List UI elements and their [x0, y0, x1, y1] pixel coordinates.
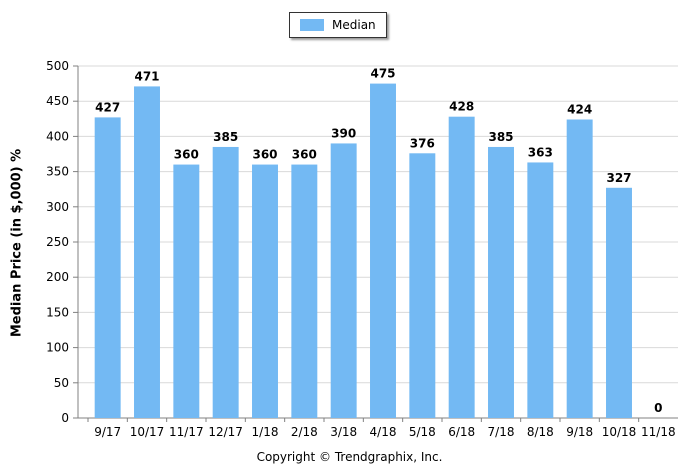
x-tick-label: 7/18	[488, 425, 515, 439]
x-tick-label: 10/18	[602, 425, 637, 439]
y-tick-label: 150	[46, 305, 69, 319]
y-tick-label: 450	[46, 94, 69, 108]
bar	[448, 116, 475, 419]
y-tick-label: 200	[46, 270, 69, 284]
y-tick-label: 250	[46, 235, 69, 249]
y-tick-label: 300	[46, 200, 69, 214]
bar	[409, 153, 436, 418]
x-tick-label: 1/18	[252, 425, 279, 439]
copyright-text: Copyright © Trendgraphix, Inc.	[256, 450, 443, 464]
data-label: 327	[606, 171, 631, 185]
data-label: 376	[410, 136, 435, 150]
x-tick-label: 5/18	[409, 425, 436, 439]
data-label: 424	[567, 103, 592, 117]
data-label: 475	[370, 67, 395, 81]
x-tick-label: 6/18	[448, 425, 475, 439]
bar	[173, 164, 200, 418]
data-label: 385	[213, 130, 238, 144]
y-tick-label: 100	[46, 341, 69, 355]
legend: Median	[289, 12, 387, 38]
data-label: 363	[528, 145, 553, 159]
x-tick-label: 2/18	[291, 425, 318, 439]
y-tick-label: 350	[46, 165, 69, 179]
bar	[94, 117, 121, 418]
bar	[330, 143, 357, 418]
bar	[606, 187, 632, 418]
x-tick-label: 11/18	[641, 425, 676, 439]
y-tick-label: 0	[61, 411, 69, 425]
y-tick-label: 400	[46, 129, 69, 143]
data-label: 428	[449, 100, 474, 114]
legend-label: Median	[332, 18, 376, 32]
bar	[212, 146, 239, 418]
bar	[488, 146, 514, 418]
x-tick-label: 9/18	[566, 425, 593, 439]
bar	[134, 86, 160, 418]
x-tick-label: 12/17	[208, 425, 243, 439]
x-tick-label: 10/17	[130, 425, 165, 439]
legend-swatch	[300, 19, 324, 31]
bar	[252, 164, 278, 418]
data-label: 360	[174, 148, 199, 162]
data-label: 360	[292, 148, 317, 162]
bar	[370, 83, 396, 418]
x-tick-label: 9/17	[94, 425, 121, 439]
x-tick-label: 4/18	[370, 425, 397, 439]
data-label: 427	[95, 100, 120, 114]
bar	[527, 162, 554, 418]
data-label: 390	[331, 126, 356, 140]
data-label: 471	[134, 69, 159, 83]
data-label: 0	[654, 401, 662, 415]
data-label: 360	[252, 148, 277, 162]
x-tick-label: 8/18	[527, 425, 554, 439]
y-tick-label: 50	[54, 376, 69, 390]
bar	[291, 164, 318, 418]
data-label: 385	[488, 130, 513, 144]
x-tick-label: 11/17	[169, 425, 204, 439]
x-tick-label: 3/18	[330, 425, 357, 439]
y-tick-label: 500	[46, 59, 69, 73]
bar	[566, 119, 593, 418]
y-axis-label: Median Price (in $,000) %	[9, 148, 25, 338]
